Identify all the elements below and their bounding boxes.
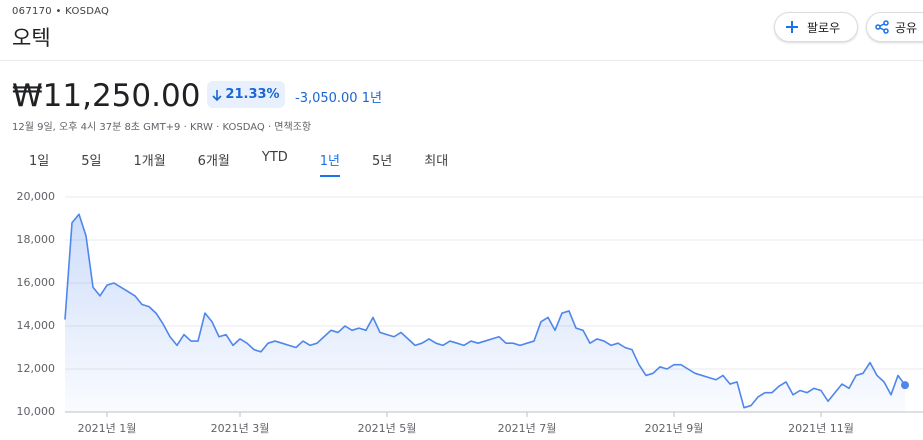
meta: 12월 9일, 오후 4시 37분 8초 GMT+9 · KRW · KOSDA… [12, 122, 312, 133]
share-icon [875, 20, 889, 34]
change-amount: -3,050.00 [295, 91, 358, 106]
price: ₩11,250.00 [12, 78, 201, 114]
y-tick-label: 10,000 [17, 405, 56, 418]
follow-label: 팔로우 [807, 20, 841, 35]
change-period: 1년 [361, 91, 382, 106]
x-tick-label: 2021년 7월 [498, 422, 557, 435]
range-tab[interactable]: YTD [261, 150, 288, 165]
y-tick-label: 12,000 [17, 362, 56, 375]
range-tab[interactable]: 1일 [29, 154, 50, 169]
range-tab[interactable]: 1년 [319, 150, 341, 177]
line [64, 213, 906, 409]
share-label: 공유 [895, 20, 918, 35]
range-tab[interactable]: 5년 [372, 154, 393, 169]
x-tick-label: 2021년 3월 [211, 422, 270, 435]
change: -3,050.00 1년 [295, 87, 382, 106]
plus-icon [786, 21, 798, 33]
area [65, 214, 905, 412]
last-point [901, 381, 909, 390]
x-tick-label: 2021년 9월 [645, 422, 704, 435]
range-tab[interactable]: 1개월 [133, 154, 166, 169]
ticker: 067170 • KOSDAQ [12, 6, 110, 17]
x-tick-label: 2021년 1월 [78, 422, 137, 435]
y-tick-label: 14,000 [17, 319, 56, 332]
x-tick-label: 2021년 11월 [788, 422, 854, 435]
company-name: 오텍 [12, 26, 51, 50]
change-badge: 21.33% [207, 81, 285, 108]
divider [0, 60, 923, 61]
x-tick-label: 2021년 5월 [358, 422, 417, 435]
share-button[interactable]: 공유 [866, 12, 923, 42]
range-tab[interactable]: 6개월 [197, 154, 230, 169]
down-arrow [212, 89, 222, 101]
y-tick-label: 16,000 [17, 276, 56, 289]
y-tick-label: 18,000 [17, 233, 56, 246]
follow-button[interactable]: 팔로우 [774, 12, 858, 42]
y-tick-label: 20,000 [17, 190, 56, 203]
change-percent: 21.33% [225, 87, 280, 102]
range-tab[interactable]: 최대 [424, 154, 449, 169]
range-tabs: 1일 5일 1개월 6개월 YTD 1년 5년 최대 [29, 150, 448, 177]
range-tab[interactable]: 5일 [81, 154, 102, 169]
